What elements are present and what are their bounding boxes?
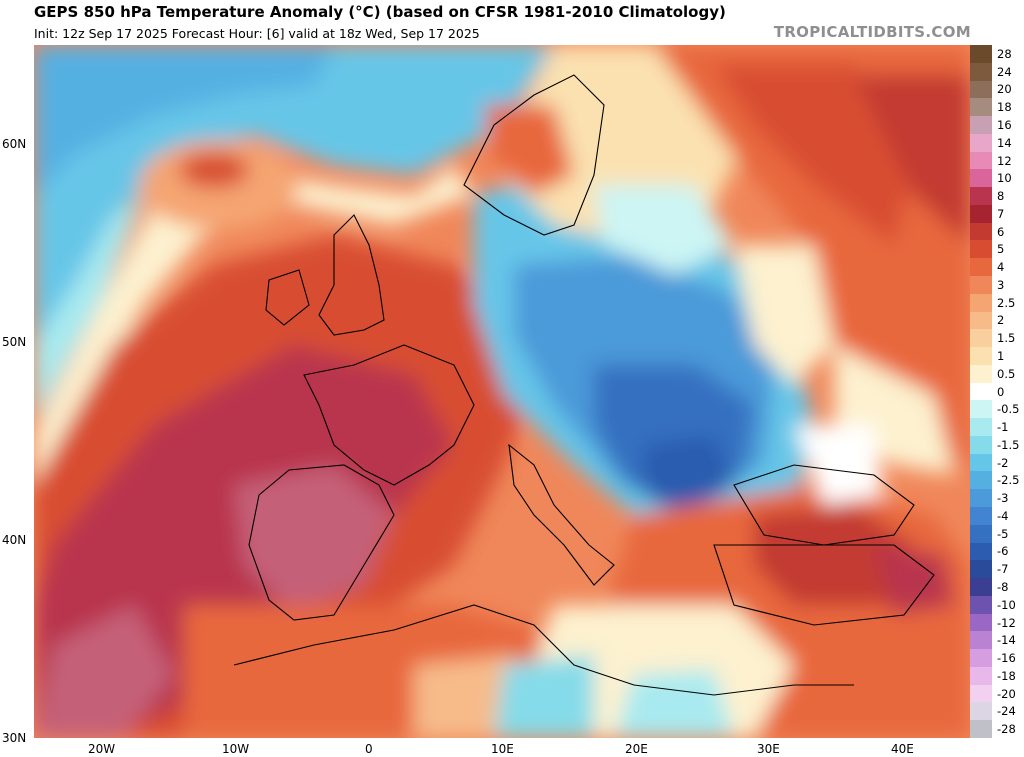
colorbar-label: -8 xyxy=(997,579,1009,594)
colorbar-label: -14 xyxy=(997,633,1016,648)
colorbar-label: 10 xyxy=(997,171,1012,186)
lat-label-30n: 30N xyxy=(2,731,27,745)
colorbar-swatch xyxy=(970,222,992,241)
colorbar-swatch xyxy=(970,329,992,348)
colorbar-swatch xyxy=(970,453,992,472)
colorbar-swatch xyxy=(970,347,992,366)
anomaly-map xyxy=(34,45,970,738)
colorbar-legend: 28 24 20 18 16 14 12 10 8 7 6 5 4 3 2.5 2 1.5 1 0.5 0 -0.5 -1… xyxy=(970,45,1024,739)
colorbar-label: -4 xyxy=(997,508,1009,523)
lon-label-10e: 10E xyxy=(491,742,514,756)
colorbar-label: 8 xyxy=(997,189,1005,204)
lat-label-50n: 50N xyxy=(2,335,27,349)
colorbar-label: 2 xyxy=(997,313,1005,328)
colorbar-label: 1.5 xyxy=(997,331,1016,346)
colorbar-swatch xyxy=(970,720,992,739)
colorbar-label: -28 xyxy=(997,722,1016,737)
colorbar-label: -12 xyxy=(997,615,1016,630)
colorbar-swatch xyxy=(970,400,992,419)
colorbar-swatch xyxy=(970,98,992,117)
colorbar-label: -0.5 xyxy=(997,402,1020,417)
colorbar-label: -24 xyxy=(997,704,1016,719)
colorbar-label: 0 xyxy=(997,384,1005,399)
lon-label-30e: 30E xyxy=(757,742,780,756)
colorbar-label: 20 xyxy=(997,82,1012,97)
colorbar-label: 24 xyxy=(997,64,1012,79)
colorbar-swatch xyxy=(970,311,992,330)
colorbar-swatch xyxy=(970,684,992,703)
colorbar-label: -3 xyxy=(997,491,1009,506)
lon-label-20w: 20W xyxy=(88,742,116,756)
colorbar-label: 1 xyxy=(997,348,1005,363)
colorbar-swatch xyxy=(970,666,992,686)
colorbar-swatch xyxy=(970,702,992,721)
colorbar-label: 28 xyxy=(997,46,1012,61)
colorbar-label: 2.5 xyxy=(997,295,1016,310)
colorbar-label: -1 xyxy=(997,420,1009,435)
colorbar-swatch xyxy=(970,364,992,384)
colorbar-swatch xyxy=(970,62,992,82)
colorbar-swatch xyxy=(970,560,992,579)
colorbar-label: 16 xyxy=(997,117,1012,132)
colorbar-label: 3 xyxy=(997,277,1005,292)
colorbar-label: -5 xyxy=(997,526,1009,541)
colorbar-swatch xyxy=(970,507,992,526)
colorbar-label: -2.5 xyxy=(997,473,1020,488)
colorbar-swatch xyxy=(970,80,992,99)
lat-label-60n: 60N xyxy=(2,137,27,151)
map-subtitle: Init: 12z Sep 17 2025 Forecast Hour: [6]… xyxy=(34,26,480,41)
colorbar-swatch xyxy=(970,471,992,490)
colorbar-swatch xyxy=(970,382,992,401)
colorbar-label: 12 xyxy=(997,153,1012,168)
colorbar-swatch xyxy=(970,293,992,313)
colorbar-label: 5 xyxy=(997,242,1005,257)
colorbar-swatch xyxy=(970,435,992,455)
colorbar-label: -6 xyxy=(997,544,1009,559)
colorbar-swatch xyxy=(970,45,992,64)
map-title: GEPS 850 hPa Temperature Anomaly (°C) (b… xyxy=(34,3,726,21)
colorbar-swatch xyxy=(970,116,992,135)
brand-watermark: TROPICALTIDBITS.COM xyxy=(773,23,971,41)
colorbar-swatch xyxy=(970,240,992,259)
colorbar-swatch xyxy=(970,595,992,615)
colorbar-label: 18 xyxy=(997,100,1012,115)
colorbar-label: -10 xyxy=(997,597,1016,612)
colorbar-swatch xyxy=(970,169,992,188)
colorbar-label: -20 xyxy=(997,686,1016,701)
colorbar-label: 4 xyxy=(997,260,1005,275)
colorbar-swatch xyxy=(970,133,992,153)
colorbar-swatch xyxy=(970,276,992,295)
colorbar-label: -1.5 xyxy=(997,437,1020,452)
colorbar-swatch xyxy=(970,524,992,544)
colorbar-label: -2 xyxy=(997,455,1009,470)
colorbar-swatch xyxy=(970,631,992,650)
colorbar-swatch xyxy=(970,613,992,632)
colorbar-swatch xyxy=(970,418,992,437)
colorbar-swatch xyxy=(970,542,992,561)
lon-label-40e: 40E xyxy=(891,742,914,756)
colorbar-label: 7 xyxy=(997,206,1005,221)
lon-label-20e: 20E xyxy=(625,742,648,756)
colorbar-swatch xyxy=(970,649,992,668)
lat-label-40n: 40N xyxy=(2,533,27,547)
colorbar-label: -7 xyxy=(997,562,1009,577)
colorbar-label: -18 xyxy=(997,668,1016,683)
colorbar-swatch xyxy=(970,489,992,508)
lon-label-0: 0 xyxy=(365,742,373,756)
colorbar-swatch xyxy=(970,204,992,224)
colorbar-swatch xyxy=(970,258,992,277)
colorbar-label: 6 xyxy=(997,224,1005,239)
colorbar-label: 0.5 xyxy=(997,366,1016,381)
anomaly-field xyxy=(34,45,970,738)
colorbar-swatch xyxy=(970,578,992,597)
colorbar-swatch xyxy=(970,187,992,206)
colorbar-label: -16 xyxy=(997,651,1016,666)
colorbar-swatch xyxy=(970,151,992,170)
colorbar-label: 14 xyxy=(997,135,1012,150)
lon-label-10w: 10W xyxy=(222,742,250,756)
coastlines xyxy=(233,74,935,696)
